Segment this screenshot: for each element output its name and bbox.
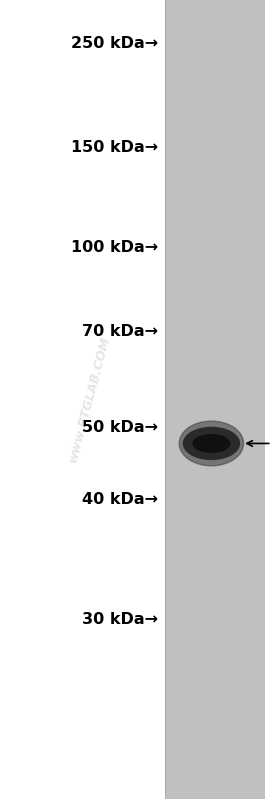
Ellipse shape	[183, 427, 239, 459]
Text: 30 kDa→: 30 kDa→	[82, 612, 158, 626]
Text: 250 kDa→: 250 kDa→	[71, 37, 158, 51]
Text: 150 kDa→: 150 kDa→	[71, 141, 158, 155]
Text: 100 kDa→: 100 kDa→	[71, 240, 158, 255]
Bar	[165, 0, 265, 799]
Text: 40 kDa→: 40 kDa→	[82, 492, 158, 507]
Ellipse shape	[193, 435, 230, 452]
Text: www.PTGLAB.COM: www.PTGLAB.COM	[66, 335, 113, 464]
Ellipse shape	[179, 421, 244, 466]
Text: 70 kDa→: 70 kDa→	[82, 324, 158, 339]
Bar	[165, 0, 166, 799]
Text: 50 kDa→: 50 kDa→	[82, 420, 158, 435]
